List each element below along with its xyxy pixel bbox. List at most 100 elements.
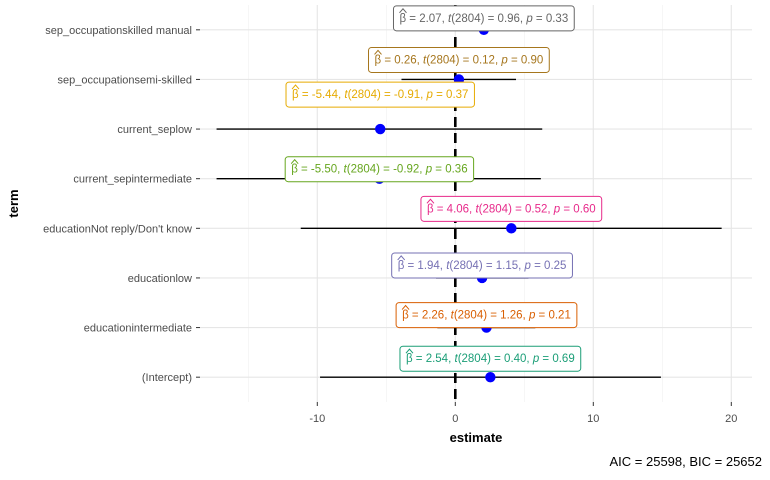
label-part: = 0.21 [535,310,571,322]
label-part: (2804) [449,260,482,272]
estimate-label-box [391,252,573,279]
beta-hat-mark [405,348,414,354]
label-part: = -5.44, [299,89,345,101]
estimate-label-box [392,5,575,32]
beta-symbol: β [292,89,299,101]
beta-symbol: β [375,54,382,66]
label-part: (2804) [451,13,484,25]
y-tick-label: educationlow [128,273,192,285]
label-part: = 1.15, [483,260,525,272]
beta-hat-mark [374,49,382,55]
estimate-label-text: β = 4.06, t(2804) = 0.52, p = 0.60 [427,203,596,215]
estimate-label-text: β = -5.44, t(2804) = -0.91, p = 0.37 [292,89,468,101]
beta-hat-mark [291,84,300,90]
label-part: p [532,353,540,365]
label-part: t [423,54,427,66]
y-tick-label: educationintermediate [84,323,192,335]
label-part: = 0.36 [432,164,468,176]
estimate-point [506,223,517,234]
y-tick-label: educationNot reply/Don't know [43,223,192,235]
label-part: = 0.33 [533,13,569,25]
label-part: = 0.26, [381,54,423,66]
estimate-label: β = -5.50, t(2804) = -0.92, p = 0.36 [284,156,475,183]
estimate-label-box [285,81,475,108]
label-part: = 0.90 [508,54,544,66]
label-part: (2804) [458,353,491,365]
label-part: = 0.69 [539,353,575,365]
x-axis-title: estimate [450,430,503,445]
estimate-label: β = 2.54, t(2804) = 0.40, p = 0.69 [399,345,582,372]
estimate-label-text: β = 2.07, t(2804) = 0.96, p = 0.33 [399,13,568,25]
beta-hat-mark [399,8,407,14]
label-part: p [426,89,434,101]
label-part: p [553,203,561,215]
estimate-label-text: β = 0.26, t(2804) = 0.12, p = 0.90 [375,54,544,66]
beta-symbol: β [406,353,413,365]
estimate-label-text: β = 2.26, t(2804) = 1.26, p = 0.21 [402,310,571,322]
label-part: t [446,260,450,272]
estimate-label-box [284,156,475,183]
estimate-label: β = 4.06, t(2804) = 0.52, p = 0.60 [420,195,603,222]
y-tick-label: (Intercept) [142,372,192,384]
estimate-point [485,371,496,383]
label-part: (2804) [348,89,381,101]
label-part: = 1.26, [487,310,529,322]
y-tick-label: sep_occupationsemi-skilled [57,74,192,86]
label-part: = -5.50, [298,164,344,176]
label-part: = 0.12, [459,54,501,66]
label-part: t [454,353,458,365]
beta-symbol: β [427,203,434,215]
label-part: = -0.92, [380,164,426,176]
label-part: t [475,203,479,215]
label-part: = 0.60 [560,203,596,215]
estimate-label: β = 2.07, t(2804) = 0.96, p = 0.33 [392,5,575,32]
estimate-label-text: β = -5.50, t(2804) = -0.92, p = 0.36 [291,164,467,176]
label-part: = 2.26, [409,310,451,322]
beta-symbol: β [399,13,406,25]
label-part: (2804) [454,310,487,322]
label-part: p [425,164,433,176]
label-part: = 0.96, [484,13,526,25]
estimate-label-text: β = 2.54, t(2804) = 0.40, p = 0.69 [406,353,575,365]
label-part: = 0.25 [531,260,567,272]
label-part: = 1.94, [404,260,446,272]
estimate-label: β = 1.94, t(2804) = 1.15, p = 0.25 [391,252,573,279]
beta-symbol: β [402,310,409,322]
x-tick-label: 10 [587,413,599,425]
y-axis-title: term [6,189,21,217]
label-part: = 0.40, [491,353,533,365]
label-part: p [524,260,532,272]
label-part: t [344,164,348,176]
estimate-label: β = 0.26, t(2804) = 0.12, p = 0.90 [368,46,550,73]
estimate-label-box [399,345,582,372]
label-part: = 2.07, [406,13,448,25]
estimate-label: β = 2.26, t(2804) = 1.26, p = 0.21 [395,302,578,329]
estimate-label-text: β = 1.94, t(2804) = 1.15, p = 0.25 [398,260,567,272]
x-tick-label: 20 [725,413,737,425]
label-part: p [525,13,533,25]
beta-hat-mark [401,304,410,310]
label-part: = -0.91, [381,89,427,101]
y-tick-label: sep_occupationskilled manual [45,25,192,37]
label-part: t [448,13,452,25]
estimate-label-box [368,46,550,73]
label-part: = 0.37 [433,89,469,101]
label-part: t [344,89,348,101]
x-tick-label: -10 [309,413,325,425]
estimate-label: β = -5.44, t(2804) = -0.91, p = 0.37 [285,81,475,108]
beta-hat-mark [426,198,435,204]
beta-symbol: β [398,260,405,272]
label-part: (2804) [426,54,459,66]
estimate-point [375,123,386,135]
estimate-label-box [395,302,578,329]
y-tick-label: current_sepintermediate [73,174,192,186]
x-tick-label: 0 [452,413,458,425]
label-part: t [451,310,455,322]
beta-symbol: β [291,164,298,176]
beta-hat-mark [290,158,299,165]
label-part: p [500,54,508,66]
beta-hat-mark [397,255,406,261]
model-fit-caption: AIC = 25598, BIC = 25652 [610,454,763,469]
